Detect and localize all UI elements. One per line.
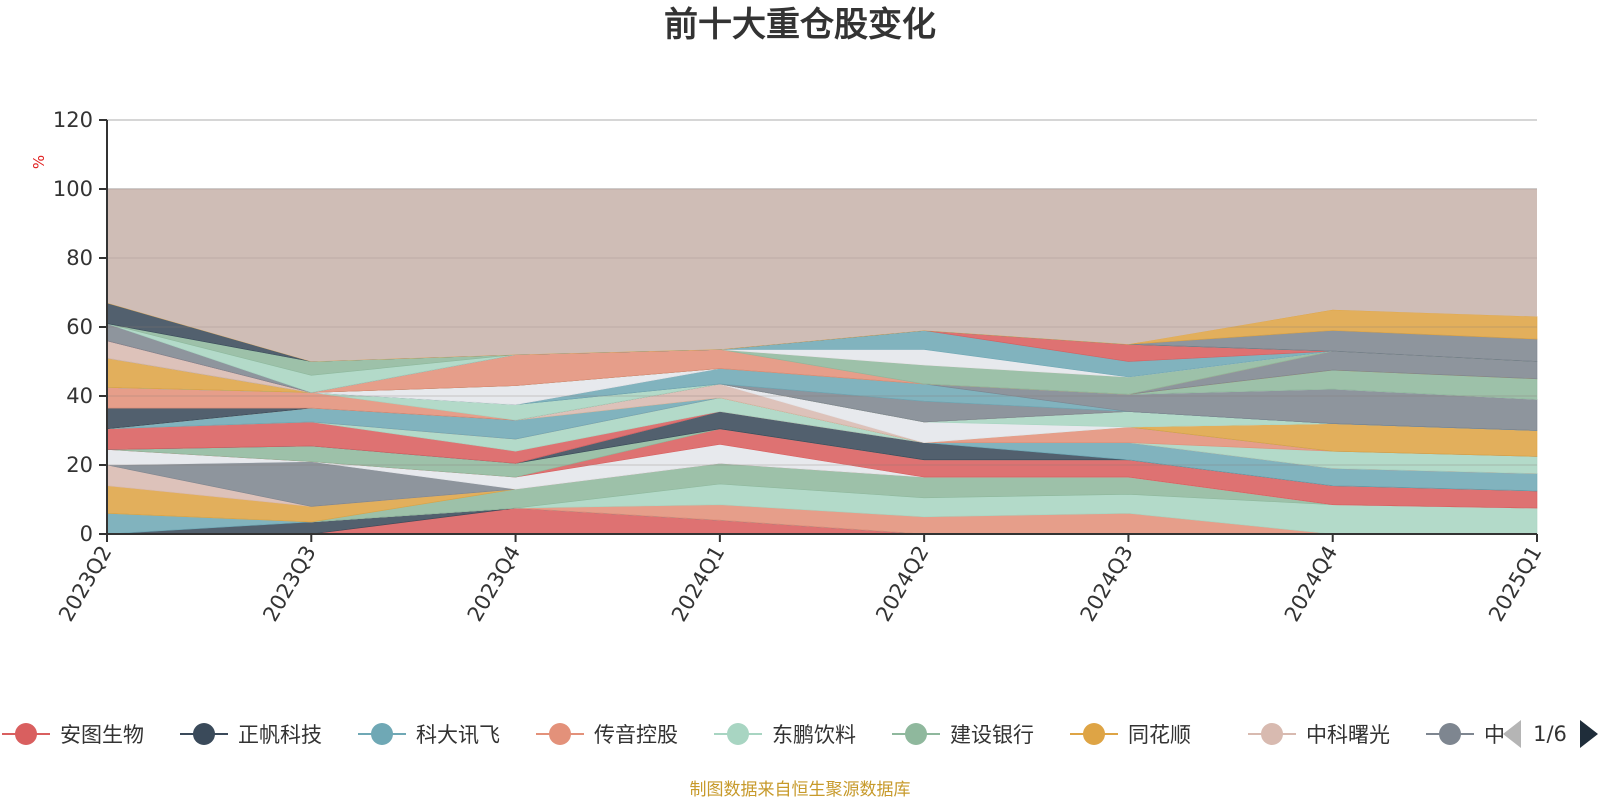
- y-tick-label: 40: [66, 384, 93, 408]
- legend-circle-marker: [1261, 723, 1283, 745]
- x-tick-label: 2024Q2: [871, 542, 933, 626]
- x-tick-label: 2025Q1: [1484, 542, 1546, 626]
- legend-circle-marker: [905, 723, 927, 745]
- plot-area: 0 20 40 60 80 100 120 2023Q2 2023Q3 2023Q4 2024Q1…: [53, 108, 1547, 626]
- legend-label: 东鹏饮料: [772, 723, 856, 747]
- legend-circle-marker: [193, 723, 215, 745]
- y-axis-unit: %: [30, 155, 48, 169]
- x-tick-label: 2024Q4: [1280, 542, 1342, 626]
- x-tick-label: 2024Q3: [1075, 542, 1137, 626]
- legend-item[interactable]: 安图生物: [2, 723, 144, 747]
- legend-circle-marker: [371, 723, 393, 745]
- axes: [99, 119, 1538, 542]
- legend-item[interactable]: 正帆科技: [180, 723, 322, 747]
- legend[interactable]: 安图生物 正帆科技 科大讯飞 传音控股 东鹏饮料 建设银行 同花顺 中科曙光 中: [2, 723, 1505, 747]
- legend-item[interactable]: 建设银行: [892, 723, 1034, 747]
- x-tick-label: 2023Q3: [258, 542, 320, 626]
- y-tick-label: 100: [53, 177, 93, 201]
- remaining-holdings-area: [107, 189, 1537, 362]
- legend-item[interactable]: 中: [1426, 723, 1505, 747]
- legend-label: 中: [1484, 723, 1505, 747]
- legend-label: 同花顺: [1128, 723, 1191, 747]
- legend-circle-marker: [15, 723, 37, 745]
- legend-item[interactable]: 中科曙光: [1248, 723, 1390, 747]
- x-tick-labels: 2023Q2 2023Q3 2023Q4 2024Q1 2024Q2 2024Q3 2024…: [54, 542, 1546, 626]
- next-page-icon[interactable]: [1580, 720, 1598, 748]
- legend-item[interactable]: 东鹏饮料: [714, 723, 856, 747]
- x-tick-label: 2023Q4: [463, 542, 525, 626]
- prev-page-icon[interactable]: [1503, 720, 1521, 748]
- y-tick-label: 0: [80, 522, 93, 546]
- legend-label: 安图生物: [60, 723, 144, 747]
- y-tick-labels: 0 20 40 60 80 100 120: [53, 108, 93, 546]
- legend-page-indicator: 1/6: [1533, 722, 1567, 746]
- y-tick-label: 20: [66, 453, 93, 477]
- legend-circle-marker: [1083, 723, 1105, 745]
- legend-label: 传音控股: [594, 723, 678, 747]
- legend-label: 正帆科技: [238, 723, 322, 747]
- area-bands: [106, 188, 1538, 535]
- legend-label: 科大讯飞: [416, 723, 500, 747]
- legend-label: 中科曙光: [1306, 723, 1390, 747]
- legend-circle-marker: [549, 723, 571, 745]
- legend-item[interactable]: 科大讯飞: [358, 723, 500, 747]
- y-tick-label: 80: [66, 246, 93, 270]
- legend-label: 建设银行: [950, 723, 1034, 747]
- legend-item[interactable]: 同花顺: [1070, 723, 1191, 747]
- y-tick-label: 120: [53, 108, 93, 132]
- legend-pager: 1/6: [1503, 720, 1598, 748]
- data-source-note: 制图数据来自恒生聚源数据库: [690, 780, 911, 800]
- chart-title: 前十大重仓股变化: [664, 5, 936, 45]
- x-tick-label: 2023Q2: [54, 542, 116, 626]
- legend-item[interactable]: 传音控股: [536, 723, 678, 747]
- y-tick-label: 60: [66, 315, 93, 339]
- x-tick-label: 2024Q1: [667, 542, 729, 626]
- legend-circle-marker: [727, 723, 749, 745]
- legend-circle-marker: [1439, 723, 1461, 745]
